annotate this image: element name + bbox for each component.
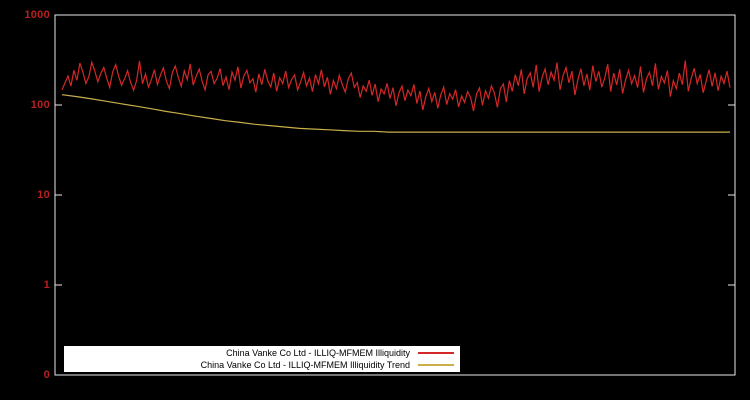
legend-entry-trend: China Vanke Co Ltd - ILLIQ-MFMEM Illiqui… [70, 359, 454, 371]
legend-entry-illiquidity: China Vanke Co Ltd - ILLIQ-MFMEM Illiqui… [70, 347, 454, 359]
y-axis-tick-label: 1 [43, 279, 50, 291]
y-axis-tick-label: 100 [30, 99, 50, 111]
legend-line-sample-illiquidity [418, 352, 454, 354]
chart-legend: China Vanke Co Ltd - ILLIQ-MFMEM Illiqui… [64, 346, 460, 372]
legend-label-trend: China Vanke Co Ltd - ILLIQ-MFMEM Illiqui… [200, 360, 410, 370]
y-axis-tick-label: 0 [43, 369, 50, 381]
y-axis-tick-label: 1000 [24, 9, 50, 21]
legend-line-sample-trend [418, 364, 454, 366]
y-axis-tick-label: 10 [37, 189, 50, 201]
legend-label-illiquidity: China Vanke Co Ltd - ILLIQ-MFMEM Illiqui… [226, 348, 410, 358]
